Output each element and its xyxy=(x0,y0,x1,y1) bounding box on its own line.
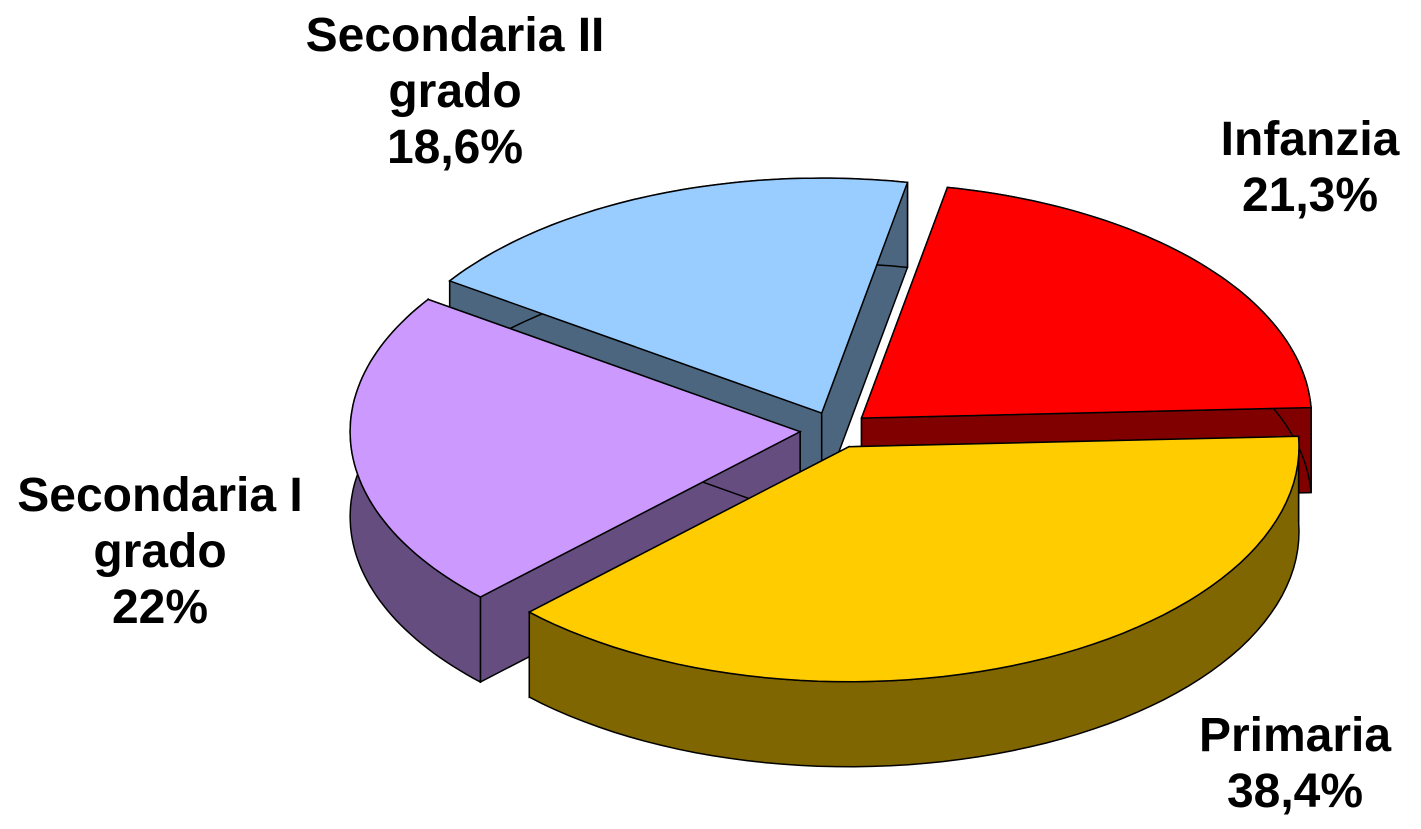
category-label: Primaria xyxy=(1198,709,1392,762)
slice-label: Primaria 38,4% xyxy=(1140,708,1421,820)
category-label: Secondaria II grado xyxy=(305,9,605,118)
value-label: 22% xyxy=(111,581,209,634)
slice xyxy=(448,177,909,415)
value-label: 18,6% xyxy=(386,121,524,174)
category-label: Secondaria I grado xyxy=(17,469,303,578)
slice xyxy=(527,435,1300,683)
slice-label: Infanzia 21,3% xyxy=(1155,112,1421,224)
slice xyxy=(860,186,1312,419)
slice-label: Secondaria II grado 18,6% xyxy=(300,8,610,176)
category-label: Infanzia xyxy=(1220,113,1400,166)
value-label: 38,4% xyxy=(1226,765,1364,818)
slice-label: Secondaria I grado 22% xyxy=(5,468,315,636)
slice xyxy=(349,298,802,598)
value-label: 21,3% xyxy=(1241,169,1379,222)
